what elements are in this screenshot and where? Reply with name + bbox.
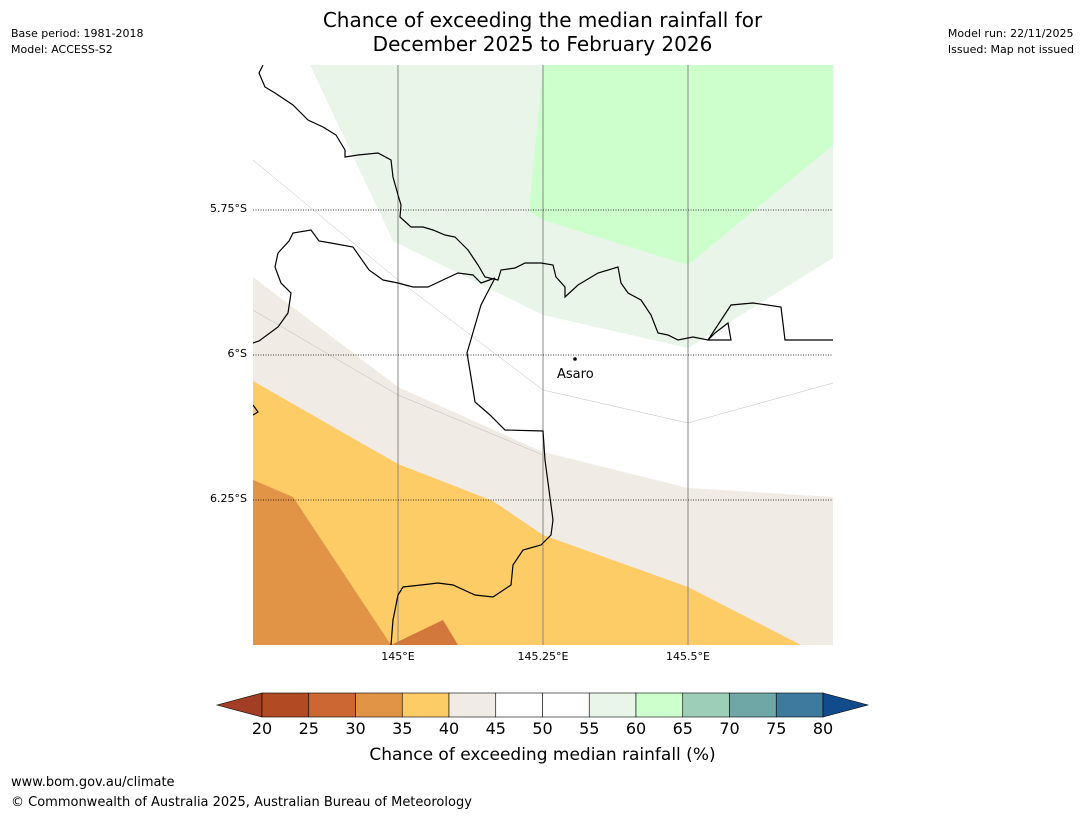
lon-tick-2: 145.25°E [517, 650, 569, 663]
lon-tick-3: 145.5°E [666, 650, 710, 663]
colorbar-segment [261, 692, 310, 718]
zone-25-30 [391, 620, 458, 645]
meta-left: Base period: 1981-2018 Model: ACCESS-S2 [11, 26, 143, 58]
lon-tick-1: 145°E [381, 650, 415, 663]
colorbar-segment [495, 692, 543, 718]
lat-tick-2: 6°S [227, 347, 247, 360]
colorbar-segment [682, 692, 730, 718]
zone-60-65 [529, 65, 833, 265]
colorbar-label: 75 [766, 719, 787, 738]
colorbar-label: 65 [672, 719, 693, 738]
colorbar-segment [401, 692, 450, 718]
colorbar [215, 692, 870, 718]
colorbar-label: 60 [625, 719, 647, 738]
map-title: Chance of exceeding the median rainfall … [0, 8, 1085, 56]
province-boundary [253, 404, 259, 416]
colorbar-segment [729, 692, 777, 718]
colorbar-segment [775, 692, 824, 718]
colorbar-label: 80 [812, 719, 834, 738]
footer-url: www.bom.gov.au/climate [11, 775, 175, 790]
province-boundary [258, 65, 833, 341]
colorbar-segment [448, 692, 497, 718]
colorbar-label: 50 [532, 719, 553, 738]
model-run: Model run: 22/11/2025 [947, 27, 1074, 40]
lat-tick-1: 5.75°S [210, 202, 247, 215]
colorbar-segment [542, 692, 590, 718]
colorbar-segment [308, 692, 356, 718]
province-boundary [390, 277, 554, 645]
model-name: Model: ACCESS-S2 [11, 43, 113, 56]
title-line-1: Chance of exceeding the median rainfall … [322, 8, 763, 32]
base-period: Base period: 1981-2018 [11, 27, 144, 40]
colorbar-segment [635, 692, 684, 718]
colorbar-right-arrow [822, 692, 870, 718]
meta-right: Model run: 22/11/2025 Issued: Map not is… [948, 26, 1074, 58]
rainfall-map: Asaro [253, 65, 833, 645]
zone-30-35 [253, 480, 391, 645]
colorbar-label: 30 [345, 719, 366, 738]
colorbar-segment [355, 692, 403, 718]
issued-status: Issued: Map not issued [947, 43, 1074, 56]
asaro-marker [573, 357, 577, 361]
colorbar-segments [261, 692, 824, 718]
colorbar-label: 25 [298, 719, 319, 738]
colorbar-label: 70 [719, 719, 740, 738]
colorbar-label: 55 [579, 719, 600, 738]
colorbar-segment [588, 692, 637, 718]
title-line-2: December 2025 to February 2026 [372, 32, 713, 56]
colorbar-title: Chance of exceeding median rainfall (%) [369, 745, 716, 765]
colorbar-label: 45 [485, 719, 506, 738]
colorbar-label: 20 [251, 719, 273, 738]
province-boundary [253, 229, 496, 344]
lat-tick-3: 6.25°S [210, 492, 247, 505]
colorbar-label: 35 [392, 719, 413, 738]
zone-35-40 [253, 381, 801, 645]
colorbar-label: 40 [438, 719, 460, 738]
footer-copyright: © Commonwealth of Australia 2025, Austra… [11, 795, 472, 810]
colorbar-left-arrow [215, 692, 263, 718]
asaro-label: Asaro [557, 367, 594, 382]
